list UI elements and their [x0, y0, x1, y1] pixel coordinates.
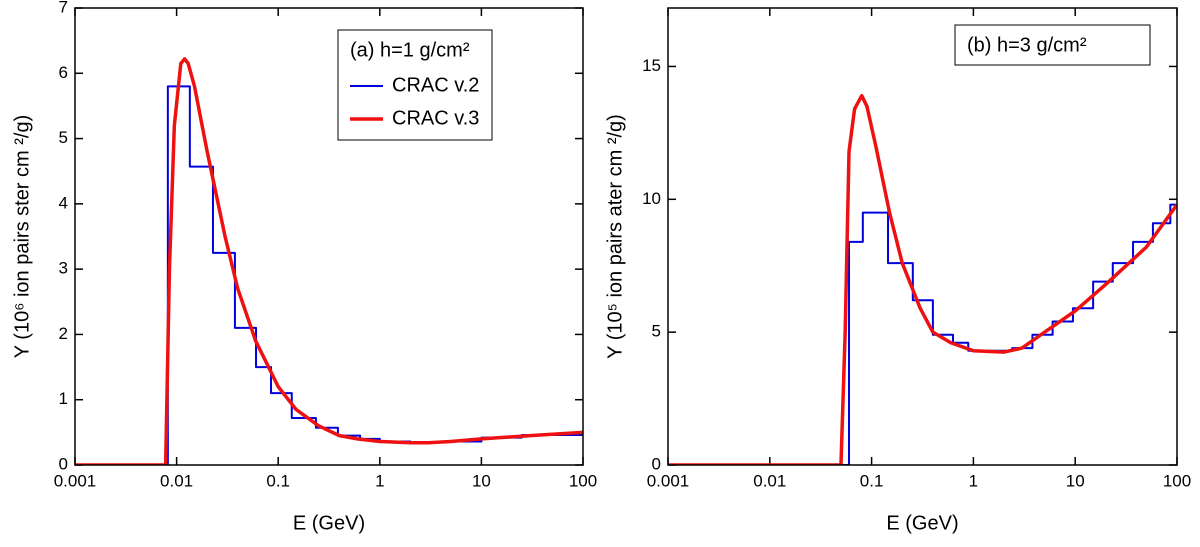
y-tick-label: 7: [59, 0, 68, 16]
y-axis-label: Y (10⁵ ion pairs ater cm ²/g): [604, 114, 626, 359]
legend-box: [954, 24, 1151, 66]
x-tick-label: 0.01: [753, 471, 786, 490]
x-tick-label: 0.001: [54, 471, 97, 490]
legend-label: CRAC v.2: [392, 74, 479, 96]
y-tick-label: 3: [59, 259, 68, 278]
annotation: (b) h=3 g/cm²: [967, 34, 1087, 56]
series-line: [75, 85, 583, 465]
plot-frame: [74, 7, 584, 466]
y-tick-label: 5: [59, 128, 68, 147]
y-tick-label: 0: [652, 454, 661, 473]
panel: 0.001 0.01 0.1 1 10 100 0 1 2 3 4 5 6 7 E (GeV) Y (10⁶ …: [11, 0, 597, 534]
y-tick-label: 5: [652, 322, 661, 341]
y-tick-label: 2: [59, 324, 68, 343]
x-tick-label: 10: [472, 471, 491, 490]
series-line: [668, 203, 1177, 465]
legend-label: CRAC v.3: [392, 107, 479, 129]
annotation: (a) h=1 g/cm²: [350, 39, 470, 61]
series-line: [75, 57, 583, 465]
x-tick-label: 0.1: [266, 471, 290, 490]
series-line: [668, 93, 1177, 465]
x-tick-label: 1: [969, 471, 978, 490]
x-tick-label: 0.1: [860, 471, 884, 490]
y-tick-label: 10: [642, 189, 661, 208]
y-tick-label: 1: [59, 389, 68, 408]
panel: 0.001 0.01 0.1 1 10 100 0 5 10 15 E (GeV) Y (10⁵ io…: [604, 7, 1191, 534]
x-tick-label: 0.01: [160, 471, 193, 490]
y-tick-label: 0: [59, 454, 68, 473]
x-tick-label: 0.001: [647, 471, 690, 490]
y-tick-label: 15: [642, 56, 661, 75]
x-tick-label: 10: [1066, 471, 1085, 490]
x-axis-label: E (GeV): [293, 512, 365, 534]
y-axis-label: Y (10⁶ ion pairs ster cm ²/g): [11, 115, 33, 359]
y-tick-label: 6: [59, 63, 68, 82]
x-axis-label: E (GeV): [886, 512, 958, 534]
x-tick-label: 1: [375, 471, 384, 490]
plot-frame: [667, 7, 1178, 466]
x-tick-label: 100: [569, 471, 597, 490]
x-tick-label: 100: [1163, 471, 1191, 490]
y-tick-label: 4: [59, 193, 68, 212]
